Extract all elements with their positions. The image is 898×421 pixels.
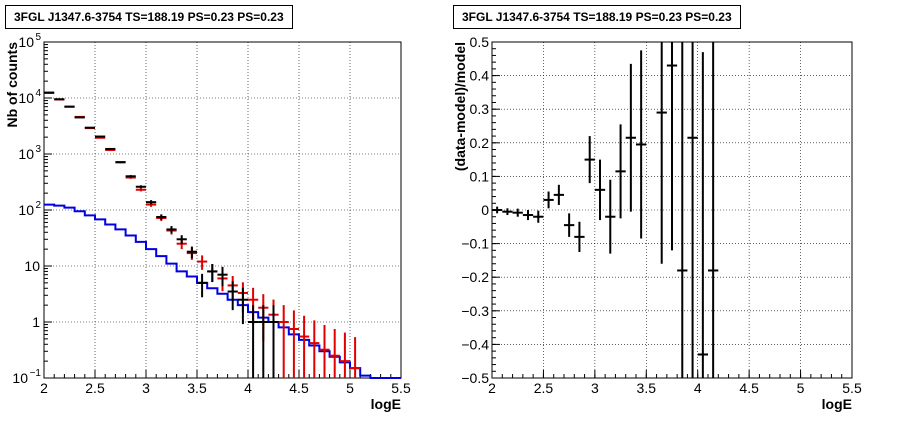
right-plot-title: 3FGL J1347.6-3754 TS=188.19 PS=0.23 PS=0… — [453, 5, 741, 29]
left-y-tick-exponent: −1 — [30, 368, 42, 379]
left-y-tick-exponent: 3 — [35, 144, 41, 155]
right-y-tick-label: −0.5 — [461, 370, 489, 386]
left-x-tick-label: 4.5 — [289, 380, 309, 396]
left-y-tick-label: 10 — [12, 370, 28, 386]
left-plot-title: 3FGL J1347.6-3754 TS=188.19 PS=0.23 PS=0… — [5, 5, 293, 29]
left-x-tick-label: 4 — [244, 380, 252, 396]
left-x-tick-label: 5.5 — [391, 380, 411, 396]
right-y-tick-label: 0.5 — [470, 34, 490, 50]
left-x-tick-label: 3.5 — [187, 380, 207, 396]
left-x-tick-label: 5 — [346, 380, 354, 396]
right-y-tick-label: 0.1 — [470, 168, 490, 184]
right-x-axis-label: logE — [822, 396, 852, 412]
right-y-tick-label: 0.3 — [470, 101, 490, 117]
right-y-tick-label: −0.1 — [461, 236, 489, 252]
right-y-tick-label: −0.2 — [461, 269, 489, 285]
left-y-tick-exponent: 5 — [35, 32, 41, 43]
right-y-tick-label: 0 — [481, 202, 489, 218]
left-y-tick-exponent: 4 — [35, 88, 41, 99]
right-y-tick-label: 0.2 — [470, 135, 490, 151]
right-y-tick-label: 0.4 — [470, 68, 490, 84]
left-x-tick-label: 2.5 — [85, 380, 105, 396]
left-y-tick-label: 1 — [32, 314, 40, 330]
right-y-tick-label: −0.3 — [461, 303, 489, 319]
right-x-tick-label: 5 — [797, 380, 805, 396]
right-y-axis-label: (data-model)/model — [452, 42, 468, 171]
right-x-tick-label: 4 — [694, 380, 702, 396]
left-y-axis-label: Nb of counts — [4, 42, 20, 128]
right-x-tick-label: 2 — [488, 380, 496, 396]
left-y-tick-exponent: 2 — [35, 200, 41, 211]
left-y-tick-label: 10 — [18, 146, 34, 162]
right-x-tick-label: 2.5 — [534, 380, 554, 396]
left-background-step-line — [44, 203, 401, 379]
right-x-tick-label: 3.5 — [637, 380, 657, 396]
left-y-tick-label: 10 — [18, 202, 34, 218]
left-y-tick-label: 10 — [18, 90, 34, 106]
right-x-tick-label: 5.5 — [842, 380, 862, 396]
left-x-tick-label: 3 — [142, 380, 150, 396]
right-y-tick-label: −0.4 — [461, 336, 489, 352]
left-x-axis-label: logE — [371, 396, 401, 412]
left-y-tick-label: 10 — [18, 34, 34, 50]
right-x-tick-label: 3 — [591, 380, 599, 396]
left-x-tick-label: 2 — [40, 380, 48, 396]
right-x-tick-label: 4.5 — [739, 380, 759, 396]
left-y-tick-label: 10 — [24, 258, 40, 274]
